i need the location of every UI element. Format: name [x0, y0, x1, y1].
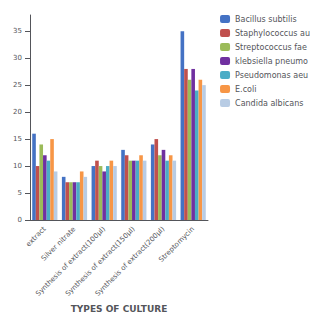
svg-text:TYPES OF CULTURE: TYPES OF CULTURE — [71, 304, 168, 314]
svg-text:35: 35 — [13, 27, 22, 35]
svg-text:Streptococcus fae: Streptococcus fae — [235, 43, 307, 52]
svg-text:10: 10 — [13, 162, 22, 170]
svg-text:E.coli: E.coli — [235, 85, 256, 94]
svg-text:5: 5 — [18, 189, 22, 197]
svg-text:Synthesis of extract(200µl): Synthesis of extract(200µl) — [94, 225, 167, 298]
svg-text:0: 0 — [18, 216, 22, 224]
svg-text:Bacillus subtilis: Bacillus subtilis — [235, 15, 297, 24]
svg-text:Staphylococcus au: Staphylococcus au — [235, 29, 310, 38]
svg-text:30: 30 — [13, 54, 22, 62]
svg-text:15: 15 — [13, 135, 22, 143]
svg-text:klebsiella pneumo: klebsiella pneumo — [235, 57, 308, 66]
svg-text:20: 20 — [13, 108, 22, 116]
svg-text:Synthesis of extract(150µl): Synthesis of extract(150µl) — [64, 225, 137, 298]
svg-text:Synthesis of extract(100µl): Synthesis of extract(100µl) — [34, 225, 107, 298]
svg-text:Streptomycin: Streptomycin — [157, 225, 196, 264]
svg-text:Candida albicans: Candida albicans — [235, 99, 303, 108]
svg-text:25: 25 — [13, 81, 22, 89]
svg-text:Pseudomonas aeu: Pseudomonas aeu — [235, 71, 308, 80]
svg-text:Silver nitrate: Silver nitrate — [39, 225, 78, 263]
svg-text:extract: extract — [24, 225, 47, 248]
